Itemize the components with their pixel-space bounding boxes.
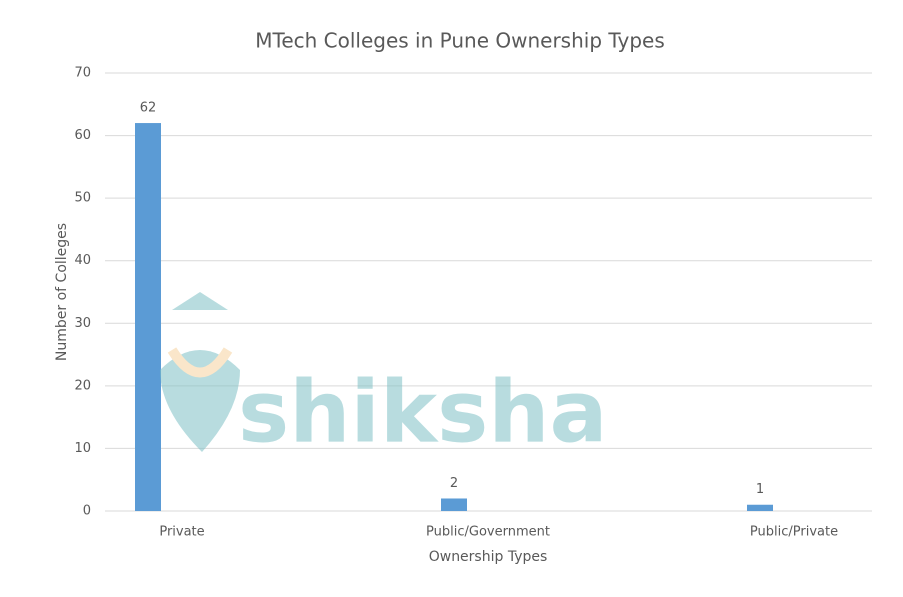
logo-drop [160,350,240,452]
y-axis-label: Number of Colleges [54,223,70,361]
logo-arc [167,347,233,378]
value-label: 2 [450,476,458,491]
y-tick-label: 50 [74,191,91,206]
x-tick-label: Private [159,525,204,540]
x-tick-label: Public/Private [750,525,838,540]
y-tick-label: 0 [83,504,91,519]
grid: 0 10 20 30 40 50 60 70 [74,66,872,519]
chart-title: MTech Colleges in Pune Ownership Types [255,29,664,53]
x-axis-label: Ownership Types [429,549,548,565]
bar [135,123,161,512]
watermark-logo: shiksha [160,292,608,462]
y-tick-label: 10 [74,441,91,456]
y-tick-label: 20 [74,378,91,393]
bar [747,504,773,511]
bar [441,498,467,511]
value-label: 1 [756,482,764,497]
y-tick-label: 30 [74,316,91,331]
value-label: 62 [140,101,157,116]
y-tick-label: 70 [74,66,91,81]
bars: Private 62 Public/Government 2 Public/Privat… [135,101,838,540]
y-tick-label: 60 [74,128,91,143]
x-tick-label: Public/Government [426,525,550,540]
watermark-text: shiksha [238,362,608,462]
y-tick-label: 40 [74,253,91,268]
logo-cap [172,292,228,310]
